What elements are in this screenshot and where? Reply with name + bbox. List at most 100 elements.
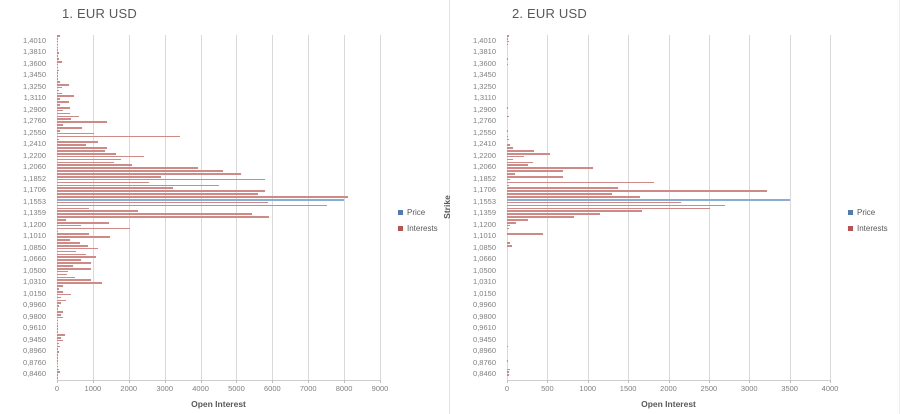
- y-tick-label: 1,1200: [23, 219, 46, 229]
- y-tick-label: 0,8960: [23, 346, 46, 356]
- x-tick-label: 0: [54, 384, 60, 393]
- y-tick-label: 1,2200: [23, 150, 46, 160]
- plot-area: [507, 35, 831, 383]
- interests-bar: [57, 368, 60, 371]
- interests-bar: [57, 178, 266, 181]
- interests-bar: [507, 207, 710, 210]
- y-tick-label: 1,3810: [473, 47, 496, 57]
- y-tick-label: 0,9800: [473, 311, 496, 321]
- axis-tick: [128, 380, 130, 383]
- interests-bar: [507, 147, 513, 149]
- interests-bar: [507, 374, 510, 376]
- interests-bar: [57, 92, 63, 95]
- interests-bar: [507, 368, 511, 371]
- interests-bar: [57, 78, 58, 80]
- legend-label-interests: Interests: [857, 224, 888, 233]
- interests-bar: [57, 124, 64, 126]
- interests-bar: [57, 210, 139, 213]
- interests-bar: [57, 357, 59, 359]
- interests-bar: [57, 161, 115, 164]
- y-tick-labels: 1,4010 1,3810 1,3600 1,3450 1,3250 1,3110 1,29…: [450, 35, 502, 380]
- legend: Price Interests: [398, 208, 438, 240]
- interests-bar: [57, 285, 64, 287]
- interests-bar: [507, 233, 544, 236]
- interests-bar: [507, 58, 509, 60]
- plot-area: [57, 35, 381, 383]
- interests-bar: [57, 247, 98, 250]
- interests-bar: [507, 201, 681, 204]
- interests-bar: [57, 305, 60, 307]
- y-tick-label: 1,2410: [473, 139, 496, 149]
- gridline: [830, 35, 831, 380]
- interests-bar: [57, 224, 82, 227]
- y-tick-label: 1,2060: [23, 162, 46, 172]
- interests-bar: [57, 190, 265, 192]
- interests-bar: [57, 290, 63, 293]
- interests-bar: [57, 302, 62, 305]
- interests-bar: [57, 66, 58, 69]
- interests-bar: [57, 322, 59, 325]
- axis-tick: [708, 380, 710, 383]
- y-tick-label: 1,0150: [23, 288, 46, 298]
- interests-bar: [507, 359, 508, 362]
- interests-bar: [57, 213, 252, 215]
- y-tick-label: 1,3450: [473, 70, 496, 80]
- axis-tick: [92, 380, 94, 383]
- interests-bar: [57, 37, 59, 40]
- y-tick-label: 1,0850: [23, 242, 46, 252]
- interests-bar: [507, 135, 508, 138]
- axis-tick: [749, 380, 751, 383]
- y-tick-label: 1,0310: [23, 277, 46, 287]
- interests-bar: [57, 276, 75, 279]
- interests-bar: [57, 288, 60, 290]
- interests-bar: [507, 164, 529, 167]
- gridline: [92, 35, 94, 380]
- y-tick-label: 1,2760: [23, 116, 46, 126]
- interests-bar: [507, 138, 510, 141]
- y-tick-label: 1,2550: [23, 127, 46, 137]
- interests-bar: [507, 158, 513, 161]
- axis-tick: [164, 380, 166, 383]
- y-tick-label: 1,3250: [473, 81, 496, 91]
- y-tick-label: 1,1852: [23, 173, 46, 183]
- interests-bar: [507, 129, 509, 132]
- interests-bar: [507, 224, 511, 227]
- interests-bar: [507, 216, 574, 218]
- x-tick-label: 6000: [263, 384, 281, 393]
- interests-bar: [57, 293, 71, 296]
- legend: Price Interests: [848, 208, 888, 240]
- interests-bar: [57, 118, 72, 121]
- chart-panel-2: 2. EUR USD Strike 1,4010 1,3810 1,3600 1,34…: [442, 0, 900, 414]
- interests-bar: [507, 190, 768, 192]
- interests-bar: [57, 170, 224, 172]
- y-tick-label: 1,2900: [23, 104, 46, 114]
- gridline: [749, 35, 751, 380]
- interests-bar: [507, 210, 642, 213]
- legend-item-interests: Interests: [848, 224, 888, 233]
- x-tick-label: 1000: [84, 384, 102, 393]
- y-tick-label: 1,1706: [473, 185, 496, 195]
- interests-bar: [57, 308, 59, 310]
- x-tick-label: 2000: [660, 384, 677, 393]
- interests-bar: [57, 204, 327, 207]
- interests-bar: [507, 155, 524, 158]
- interests-bar: [57, 167, 199, 169]
- y-tick-label: 1,2060: [473, 162, 496, 172]
- interests-bar: [57, 127, 83, 129]
- interests-bar: [507, 175, 563, 178]
- interests-bar: [57, 345, 61, 348]
- y-tick-label: 1,0150: [473, 288, 496, 298]
- interests-bar: [57, 296, 62, 299]
- y-tick-label: 1,1706: [23, 185, 46, 195]
- interests-bar: [57, 253, 87, 256]
- price-swatch-icon: [398, 210, 403, 215]
- interests-bar: [507, 106, 509, 109]
- interests-bar: [57, 152, 117, 155]
- interests-bar: [57, 339, 64, 342]
- y-tick-label: 0,9960: [23, 300, 46, 310]
- x-tick-label: 3500: [781, 384, 798, 393]
- x-tick-label: 3000: [740, 384, 758, 393]
- interests-bar: [57, 236, 110, 238]
- interests-bar: [57, 230, 59, 233]
- axis-tick: [57, 380, 58, 383]
